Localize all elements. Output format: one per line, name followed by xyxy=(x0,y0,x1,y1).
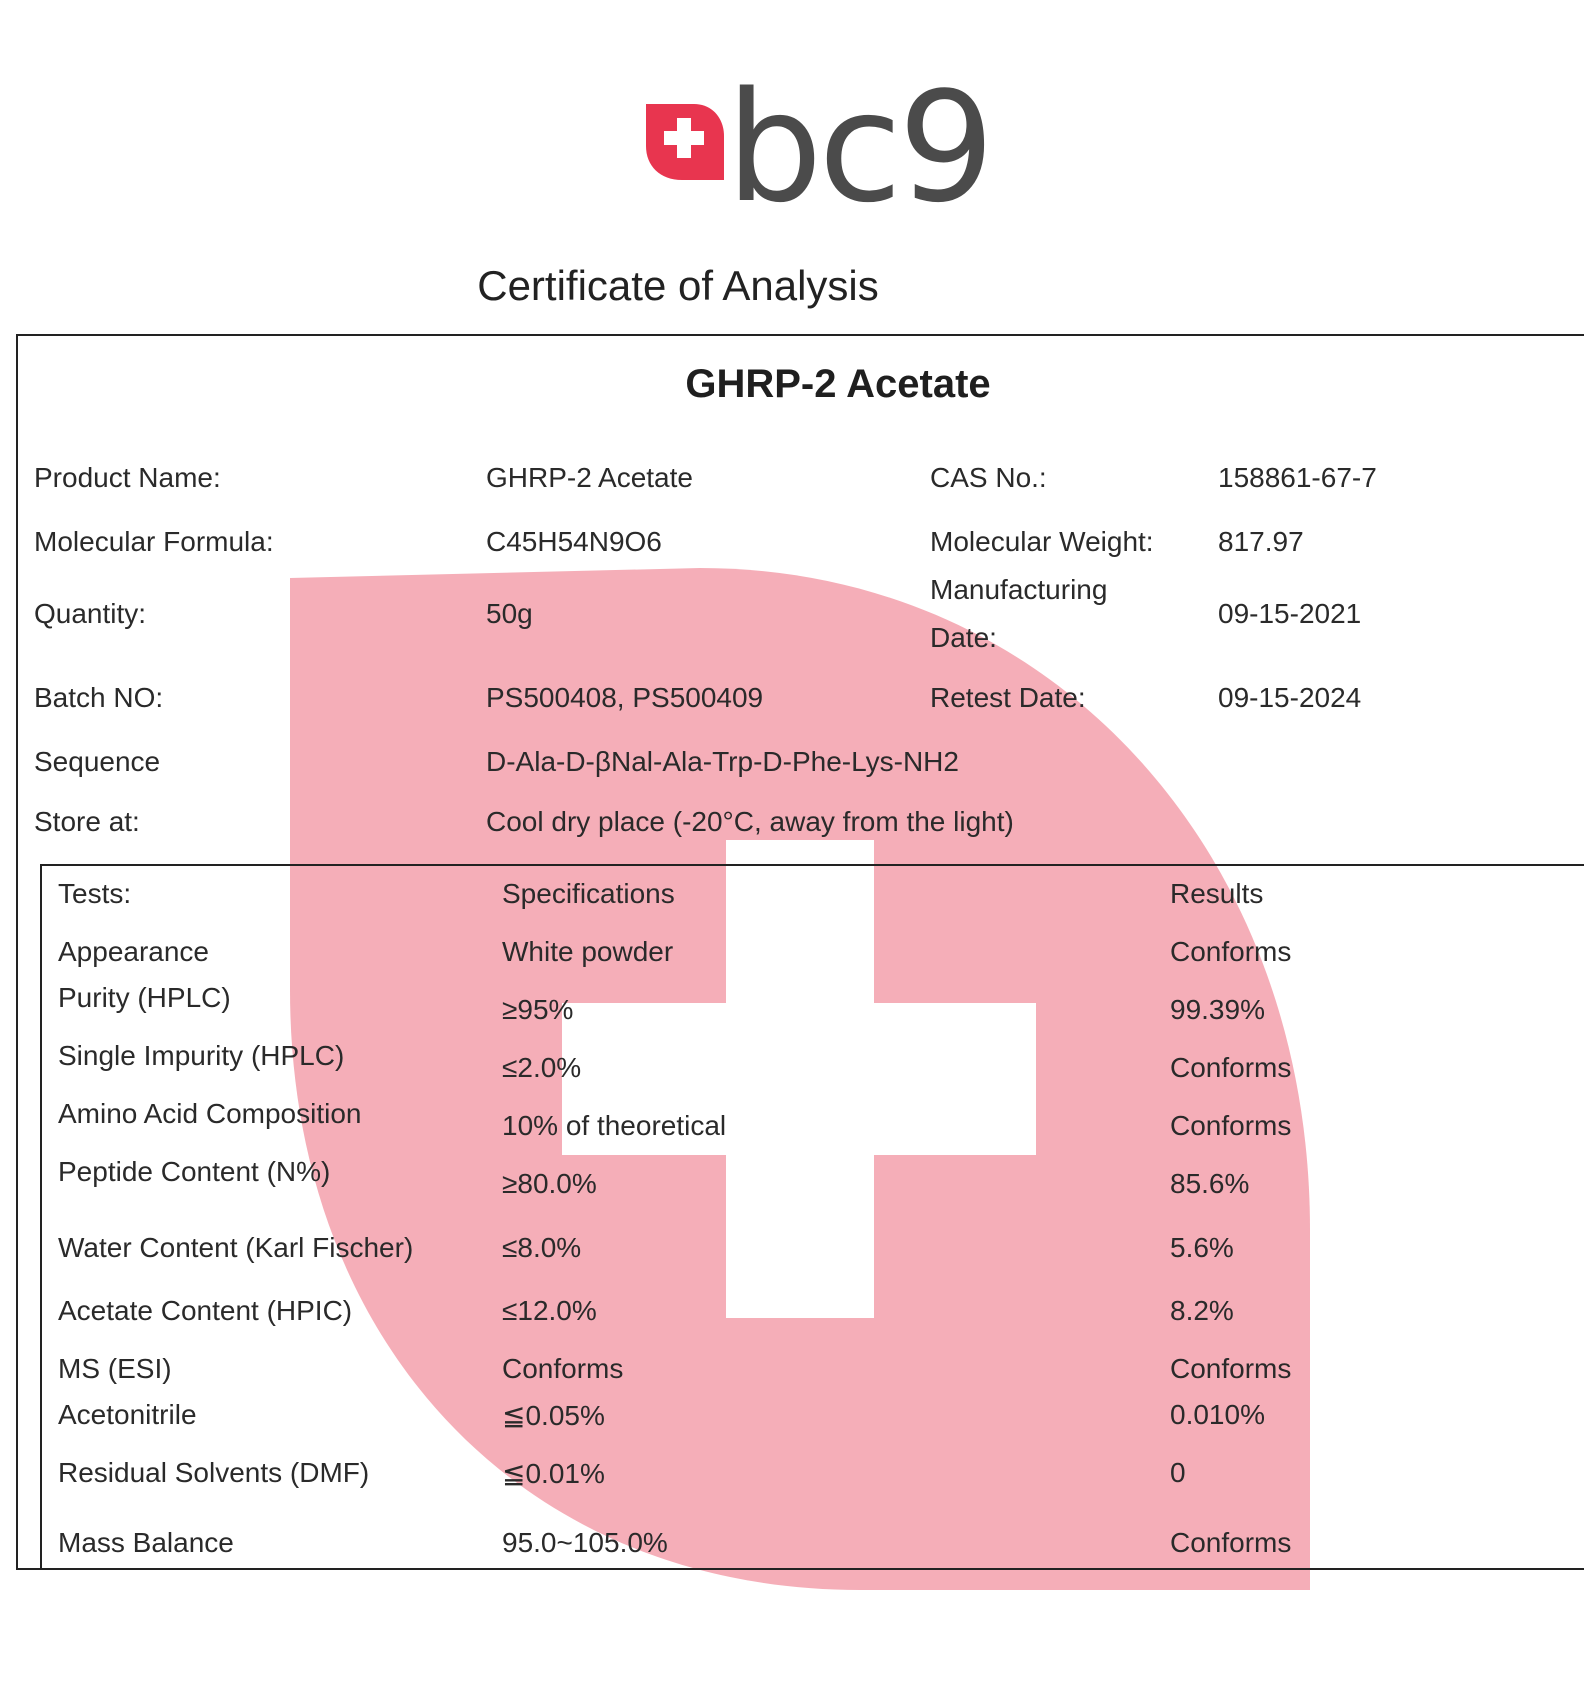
test-result: 8.2% xyxy=(1170,1295,1234,1326)
test-spec: ≦0.05% xyxy=(502,1400,605,1431)
test-result: 99.39% xyxy=(1170,994,1265,1025)
test-result: Conforms xyxy=(1170,936,1292,967)
test-name: Acetonitrile xyxy=(58,1399,197,1430)
test-result: Conforms xyxy=(1170,1353,1292,1384)
test-name: Appearance xyxy=(58,936,210,967)
test-name: Single Impurity (HPLC) xyxy=(58,1040,345,1071)
test-name: Purity (HPLC) xyxy=(58,982,231,1013)
sequence-label: Sequence xyxy=(34,746,161,777)
watermark-cross-horizontal xyxy=(562,1003,1036,1155)
product-heading: GHRP-2 Acetate xyxy=(685,362,991,406)
document-title: Certificate of Analysis xyxy=(477,262,879,309)
retest-date-label: Retest Date: xyxy=(930,682,1086,713)
certificate-frame xyxy=(16,334,1584,1570)
test-name: Mass Balance xyxy=(58,1527,234,1558)
manufacturing-date-label-line1: Manufacturing xyxy=(930,574,1108,605)
brand-logo: bc9 xyxy=(646,72,995,230)
test-name: Acetate Content (HPIC) xyxy=(58,1295,353,1326)
test-name: Water Content (Karl Fischer) xyxy=(58,1232,414,1263)
weight-value: 817.97 xyxy=(1218,526,1304,557)
store-label: Store at: xyxy=(34,806,140,837)
test-result: 0 xyxy=(1170,1457,1186,1488)
test-name: Peptide Content (N%) xyxy=(58,1156,331,1187)
formula-label: Molecular Formula: xyxy=(34,526,274,557)
batch-label: Batch NO: xyxy=(34,682,164,713)
test-spec: White powder xyxy=(502,936,674,967)
test-spec: 10% of theoretical xyxy=(502,1110,727,1141)
weight-label: Molecular Weight: xyxy=(930,526,1154,557)
test-result: Conforms xyxy=(1170,1052,1292,1083)
brand-wordmark: bc9 xyxy=(726,59,995,236)
test-spec: ≥80.0% xyxy=(502,1168,597,1199)
sequence-value: D-Ala-D-βNal-Ala-Trp-D-Phe-Lys-NH2 xyxy=(486,746,959,777)
test-name: Amino Acid Composition xyxy=(58,1098,362,1129)
test-name: Residual Solvents (DMF) xyxy=(58,1457,370,1488)
test-result: 5.6% xyxy=(1170,1232,1234,1263)
quantity-label: Quantity: xyxy=(34,598,147,629)
test-spec: ≦0.01% xyxy=(502,1458,605,1489)
test-spec: ≤2.0% xyxy=(502,1052,582,1083)
test-result: Conforms xyxy=(1170,1110,1292,1141)
test-result: 0.010% xyxy=(1170,1399,1265,1430)
retest-date-value: 09-15-2024 xyxy=(1218,682,1362,713)
test-spec: Conforms xyxy=(502,1353,624,1384)
product-name-label: Product Name: xyxy=(34,462,221,493)
batch-value: PS500408, PS500409 xyxy=(486,682,764,713)
test-spec: ≤12.0% xyxy=(502,1295,597,1326)
tests-table xyxy=(40,864,1584,1570)
test-spec: ≤8.0% xyxy=(502,1232,582,1263)
test-result: 85.6% xyxy=(1170,1168,1250,1199)
manufacturing-date-label-line2: Date: xyxy=(930,622,997,653)
manufacturing-date-value: 09-15-2021 xyxy=(1218,598,1362,629)
tests-header: Tests: xyxy=(58,878,132,909)
specifications-header: Specifications xyxy=(502,878,675,909)
test-spec: ≥95% xyxy=(502,994,574,1025)
plus-badge-icon xyxy=(646,104,724,180)
results-header: Results xyxy=(1170,878,1264,909)
manufacturing-date-label: Manufacturing Date: xyxy=(930,566,1107,662)
formula-value: C45H54N9O6 xyxy=(486,526,662,557)
cas-value: 158861-67-7 xyxy=(1218,462,1377,493)
cas-label: CAS No.: xyxy=(930,462,1047,493)
product-name-value: GHRP-2 Acetate xyxy=(486,462,693,493)
test-name: MS (ESI) xyxy=(58,1353,172,1384)
test-result: Conforms xyxy=(1170,1527,1292,1558)
test-spec: 95.0~105.0% xyxy=(502,1527,668,1558)
quantity-value: 50g xyxy=(486,598,533,629)
store-value: Cool dry place (-20°C, away from the lig… xyxy=(486,806,1014,837)
